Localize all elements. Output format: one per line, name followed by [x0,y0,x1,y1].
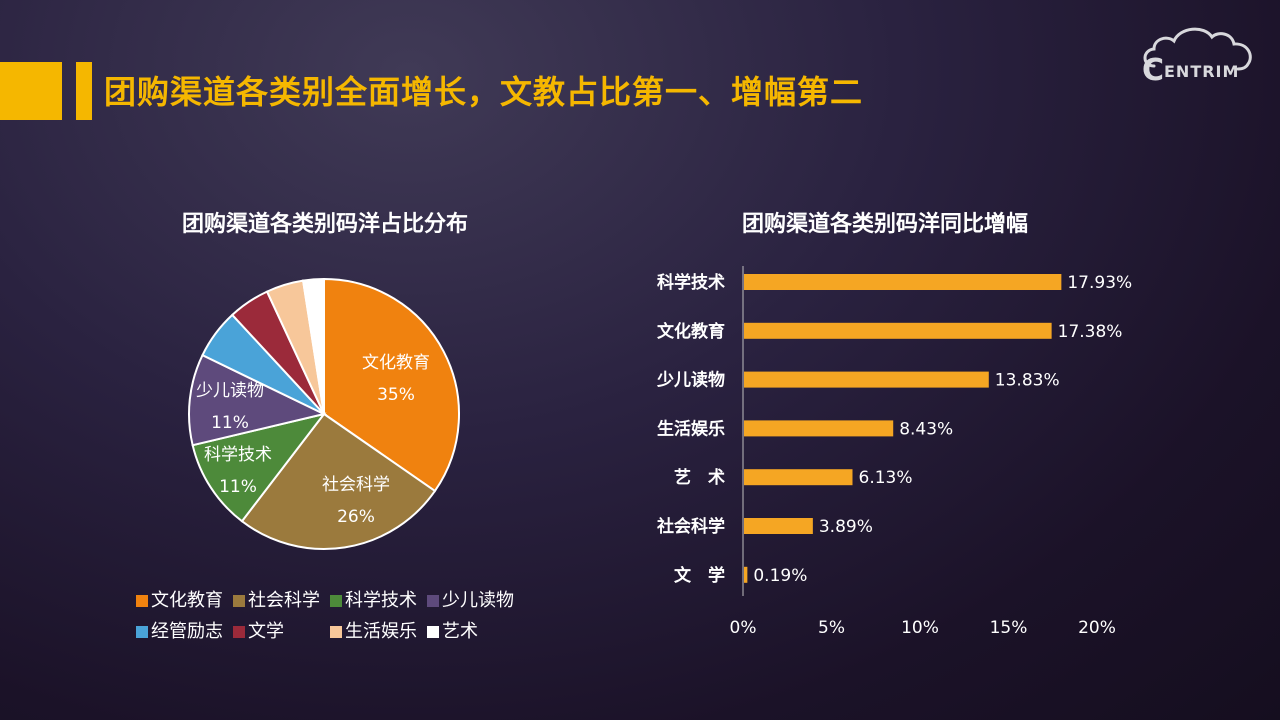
bar-x-tick-label: 0% [730,618,757,638]
bar-mark [744,322,1052,339]
legend-swatch [136,626,148,638]
pie-slice-7 [301,277,325,415]
pie-slice-percent-label: 11% [211,413,249,433]
bar-mark [744,371,989,388]
bar-category-label: 文 学 [674,565,725,586]
pie-slice-name-label: 文化教育 [362,353,430,373]
centrim-logo: C ENTRIM [1142,27,1252,86]
bar-mark [744,518,813,534]
bar-chart-title: 团购渠道各类别码洋同比增幅 [741,212,1028,237]
legend-label: 艺术 [442,621,478,642]
legend-item: 经管励志 [136,621,223,643]
bar-category-label: 科学技术 [657,272,725,293]
bar-value-label: 6.13% [859,468,913,488]
pie-slice-0 [323,277,460,493]
pie-slice-percent-label: 35% [377,385,415,405]
logo-letter-c: C [1142,53,1164,86]
pie-slice-name-label: 少儿读物 [196,381,264,401]
legend-swatch [427,595,439,607]
legend-label: 生活娱乐 [345,621,417,642]
pie-slice-name-label: 科学技术 [204,445,272,465]
bar-value-label: 3.89% [819,517,873,537]
pie-slice-2 [191,412,327,523]
bar-category-label: 生活娱乐 [657,418,725,439]
logo-cloud-outline [1143,27,1252,71]
bar-mark [744,420,894,437]
legend-swatch [427,626,439,638]
legend-item: 科学技术 [330,590,417,612]
legend-item: 少儿读物 [427,590,514,612]
bar-x-tick-label: 15% [990,618,1028,638]
legend-label: 社会科学 [248,590,320,611]
legend-swatch [330,626,342,638]
bar-x-tick-label: 20% [1078,618,1116,638]
legend-swatch [136,595,148,607]
title-accent-bar [76,62,92,120]
bar-value-label: 0.19% [753,566,807,586]
bar-category-label: 文化教育 [657,321,725,342]
bar-value-label: 17.38% [1058,322,1123,342]
pie-chart-title: 团购渠道各类别码洋占比分布 [181,212,468,237]
bar-value-label: 17.93% [1067,273,1132,293]
legend-label: 经管励志 [151,621,223,642]
bar-x-tick-label: 5% [818,618,845,638]
legend-label: 文化教育 [151,590,223,611]
bar-value-label: 13.83% [995,371,1060,391]
pie-slice-name-label: 社会科学 [322,475,390,495]
legend-swatch [330,595,342,607]
bar-x-tick-label: 10% [901,618,939,638]
pie-slice-1 [240,412,437,550]
legend-item: 社会科学 [233,590,320,612]
bar-category-label: 艺 术 [674,467,725,488]
legend-item: 艺术 [427,621,478,643]
bar-value-label: 8.43% [899,419,953,439]
bar-mark [744,469,853,486]
pie-chart: 文化教育 35% 社会科学 26% 科学技术 11% 少儿读物 11% [188,277,460,550]
legend-item: 文学 [233,621,284,643]
legend-item: 文化教育 [136,590,223,612]
title-accent-block [0,62,62,120]
pie-slice-percent-label: 26% [337,507,375,527]
logo-wordmark: ENTRIM [1164,62,1239,81]
pie-slice-percent-label: 11% [219,477,257,497]
legend-swatch [233,626,245,638]
bar-category-label: 少儿读物 [656,370,725,391]
bar-mark [744,566,748,583]
legend-label: 科学技术 [345,590,417,611]
legend-swatch [233,595,245,607]
legend-item: 生活娱乐 [330,621,417,643]
bar-chart: 科学技术 17.93% 文化教育 17.38% 少儿读物 13.83% 生活娱乐 8.43% 艺… [656,266,1132,638]
bar-category-label: 社会科学 [656,516,725,537]
legend-label: 少儿读物 [442,590,514,611]
bar-mark [744,274,1062,290]
slide-title: 团购渠道各类别全面增长，文教占比第一、增幅第二 [104,73,864,111]
legend-label: 文学 [248,621,284,642]
pie-slice-3 [188,353,327,447]
